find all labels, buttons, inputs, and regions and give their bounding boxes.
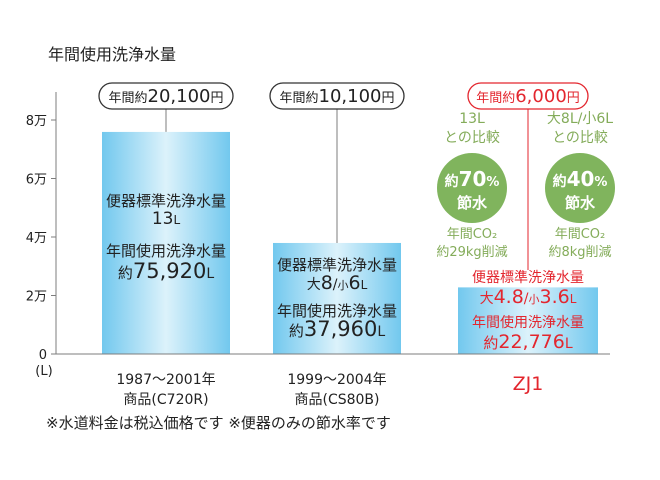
bar-label-line: 便器標準洗浄水量 xyxy=(472,270,584,286)
category-label: 1987～2001年 xyxy=(116,372,215,388)
savings-run: % xyxy=(486,175,499,190)
label-run: 便器標準洗浄水量 xyxy=(106,192,226,210)
label-run: 小 xyxy=(338,279,349,292)
label-run: 円 xyxy=(210,91,223,106)
label-run: 年間約 xyxy=(476,91,515,106)
label-run: 年間約 xyxy=(279,91,318,106)
label-run: 便器標準洗浄水量 xyxy=(277,256,397,274)
label-run: 大 xyxy=(480,291,494,307)
bar-label-line: 約22,776L xyxy=(483,331,573,353)
bar-label-line: 約75,920L xyxy=(118,259,215,283)
bar-label-line: 年間使用洗浄水量 xyxy=(277,302,397,320)
category-label: ZJ1 xyxy=(513,373,544,395)
label-run: 約 xyxy=(118,264,133,282)
label-run: 4.8 xyxy=(494,286,524,308)
bar-label-line: 約37,960L xyxy=(289,317,386,341)
savings-run: 70 xyxy=(459,167,487,191)
label-run: L xyxy=(206,266,214,282)
bar xyxy=(458,287,598,354)
price-callout xyxy=(467,82,589,110)
price-callout xyxy=(98,82,234,110)
savings-circle xyxy=(437,153,507,223)
label-run: 約 xyxy=(483,334,498,352)
bar-label-line: 大4.8/小3.6L xyxy=(480,286,577,308)
compare-label: との比較 xyxy=(552,130,608,146)
compare-label: 大8L/小6L xyxy=(547,111,613,127)
label-run: L xyxy=(361,278,368,292)
bar-label-line: 便器標準洗浄水量 xyxy=(106,192,226,210)
label-run: 大 xyxy=(307,277,321,293)
bar-label-line: 便器標準洗浄水量 xyxy=(277,256,397,274)
co2-label: 年間CO₂ xyxy=(555,227,606,242)
label-run: L xyxy=(565,336,573,352)
label-run: 約 xyxy=(289,322,304,340)
y-tick-label: 8万 xyxy=(26,114,47,129)
co2-label: 約8kg削減 xyxy=(548,244,611,260)
price-label: 年間約20,100円 xyxy=(108,86,223,107)
co2-label: 年間CO₂ xyxy=(447,227,498,242)
label-run: 円 xyxy=(381,91,394,106)
label-run: 年間約 xyxy=(108,91,147,106)
bar-label-line: 13L xyxy=(152,209,181,229)
savings-run: 約 xyxy=(445,173,459,190)
footnote: ※水道料金は税込価格です ※便器のみの節水率です xyxy=(46,414,391,432)
savings-run: 約 xyxy=(553,173,567,190)
label-run: 37,960 xyxy=(304,317,377,341)
label-run: L xyxy=(173,213,180,227)
y-tick-label: 4万 xyxy=(26,231,47,246)
label-run: 8 xyxy=(321,272,333,294)
bar xyxy=(273,242,401,354)
chart-title: 年間使用洗浄水量 xyxy=(48,45,176,64)
savings-run: 40 xyxy=(567,167,595,191)
category-label: 商品(CS80B) xyxy=(294,392,379,408)
label-run: 便器標準洗浄水量 xyxy=(472,270,584,286)
label-run: 年間使用洗浄水量 xyxy=(472,314,584,331)
bar xyxy=(102,131,230,354)
savings-circle xyxy=(545,153,615,223)
bar-label-line: 大8/小6L xyxy=(307,272,368,294)
savings-percent: 約70% xyxy=(445,167,500,191)
price-label: 年間約10,100円 xyxy=(279,86,394,107)
label-run: 小 xyxy=(529,293,540,306)
label-run: 20,100 xyxy=(148,86,211,107)
bar-label-line: 年間使用洗浄水量 xyxy=(472,314,584,331)
label-run: 6,000 xyxy=(515,86,567,107)
compare-label: との比較 xyxy=(444,130,500,146)
label-run: 22,776 xyxy=(498,331,564,353)
category-label: 商品(C720R) xyxy=(123,392,208,408)
label-run: 6 xyxy=(349,272,361,294)
compare-label: 13L xyxy=(459,111,485,127)
savings-label: 節水 xyxy=(565,194,596,212)
label-run: 75,920 xyxy=(133,259,206,283)
category-label: 1999～2004年 xyxy=(287,372,386,388)
savings-percent: 約40% xyxy=(553,167,608,191)
label-run: 円 xyxy=(567,91,580,106)
co2-label: 約29kg削減 xyxy=(436,244,507,260)
label-run: L xyxy=(377,324,385,340)
bar-label-line: 年間使用洗浄水量 xyxy=(106,242,226,260)
y-tick-label: 2万 xyxy=(26,290,47,305)
label-run: / xyxy=(524,291,529,307)
label-run: 年間使用洗浄水量 xyxy=(106,242,226,260)
label-run: 13 xyxy=(152,209,174,229)
y-tick-label: 0 xyxy=(39,348,47,363)
label-run: L xyxy=(570,292,577,306)
label-run: / xyxy=(333,277,338,293)
label-run: 年間使用洗浄水量 xyxy=(277,302,397,320)
y-unit-label: (L) xyxy=(35,364,52,379)
savings-run: % xyxy=(594,175,607,190)
price-label: 年間約6,000円 xyxy=(476,86,580,107)
price-callout xyxy=(269,82,405,110)
label-run: 3.6 xyxy=(540,286,570,308)
label-run: 10,100 xyxy=(319,86,382,107)
savings-label: 節水 xyxy=(457,194,488,212)
y-tick-label: 6万 xyxy=(26,173,47,188)
